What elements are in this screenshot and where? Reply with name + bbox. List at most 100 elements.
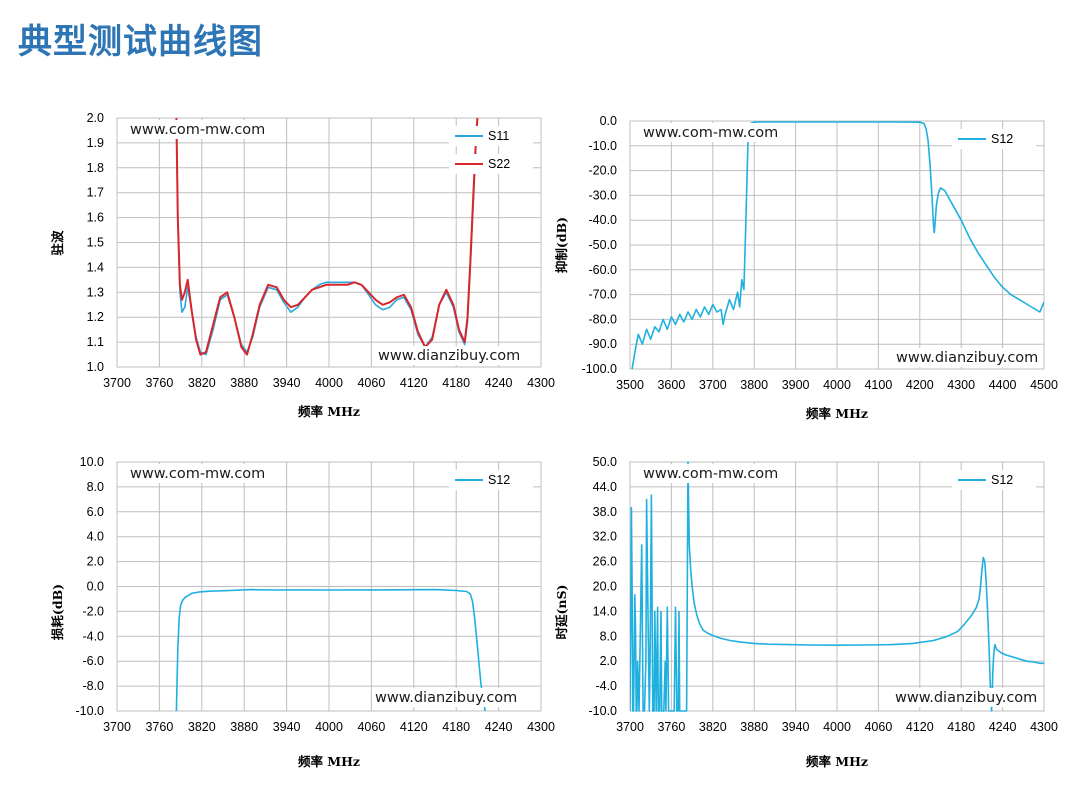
x-tick-label: 3940	[273, 376, 301, 390]
x-tick-label: 4300	[527, 720, 555, 734]
x-tick-label: 4240	[485, 376, 513, 390]
x-tick-label: 4060	[357, 376, 385, 390]
y-tick-label: 1.4	[87, 260, 104, 274]
watermark-text: www.dianzibuy.com	[896, 350, 1038, 366]
y-tick-label: -4.0	[595, 679, 617, 693]
x-tick-label: 3800	[740, 378, 768, 392]
chart-rejection: 3500 3600 3700 3800 3900 4000 4100 4200 4300 4400…	[554, 114, 1058, 421]
y-tick-label: -20.0	[589, 164, 618, 178]
legend-label: S12	[488, 473, 510, 487]
x-tick-label: 4120	[906, 720, 934, 734]
plot-frame	[116, 117, 542, 368]
y-tick-label: -10.0	[76, 704, 105, 718]
series-line-s22	[175, 117, 479, 356]
y-tick-label: 8.0	[600, 629, 617, 643]
x-tick-label: 3940	[782, 720, 810, 734]
x-tick-label: 4400	[989, 378, 1017, 392]
x-axis-label: 频率 MHz	[298, 404, 360, 419]
watermark-text: www.com-mw.com	[130, 122, 265, 138]
watermark-text: www.dianzibuy.com	[375, 690, 517, 706]
x-tick-label: 4000	[315, 720, 343, 734]
x-tick-label: 4300	[947, 378, 975, 392]
x-tick-label: 3820	[188, 376, 216, 390]
watermark-bg	[640, 464, 790, 483]
y-tick-label: -8.0	[82, 679, 104, 693]
watermark-bg	[127, 120, 277, 139]
x-tick-label: 3820	[188, 720, 216, 734]
x-tick-label: 3760	[657, 720, 685, 734]
y-tick-label: -4.0	[82, 629, 104, 643]
y-tick-label: 4.0	[87, 530, 104, 544]
chart-group-delay: 3700 3760 3820 3880 3940 4000 4060 4120 4180 4240…	[554, 455, 1058, 769]
x-tick-label: 4180	[442, 376, 470, 390]
series-line-s12	[175, 588, 486, 712]
x-tick-label: 4060	[864, 720, 892, 734]
x-tick-label: 3500	[616, 378, 644, 392]
x-tick-label: 4120	[400, 720, 428, 734]
y-tick-label: 1.6	[87, 211, 104, 225]
x-tick-label: 4100	[864, 378, 892, 392]
y-tick-label: 1.7	[87, 186, 104, 200]
x-tick-label: 3700	[616, 720, 644, 734]
x-tick-label: 4000	[823, 720, 851, 734]
legend-label: S12	[991, 473, 1013, 487]
x-tick-label: 3760	[145, 720, 173, 734]
x-axis-label: 频率 MHz	[806, 754, 868, 769]
x-tick-label: 4000	[823, 378, 851, 392]
series-line-s11	[175, 117, 479, 356]
watermark-text: www.dianzibuy.com	[895, 690, 1037, 706]
y-tick-label: -10.0	[589, 704, 618, 718]
y-axis-label: 损耗(dB)	[50, 584, 65, 640]
legend-bg	[449, 154, 533, 174]
y-tick-label: -90.0	[589, 337, 618, 351]
x-tick-label: 4180	[442, 720, 470, 734]
y-tick-label: -60.0	[589, 263, 618, 277]
x-tick-label: 3600	[657, 378, 685, 392]
plot-frame	[116, 461, 542, 712]
y-tick-label: 1.0	[87, 360, 104, 374]
legend-label: S22	[488, 157, 510, 171]
y-tick-label: 20.0	[593, 580, 617, 594]
y-tick-label: -70.0	[589, 288, 618, 302]
x-tick-label: 4300	[527, 376, 555, 390]
watermark-text: www.com-mw.com	[643, 125, 778, 141]
y-tick-label: 1.8	[87, 161, 104, 175]
y-tick-label: 1.2	[87, 310, 104, 324]
x-tick-label: 3900	[782, 378, 810, 392]
x-tick-label: 4500	[1030, 378, 1058, 392]
watermark-bg	[127, 464, 277, 483]
x-tick-label: 4240	[485, 720, 513, 734]
legend-label: S11	[488, 129, 509, 143]
plot-frame	[629, 461, 1045, 712]
legend-bg	[952, 129, 1036, 149]
x-tick-label: 3880	[230, 376, 258, 390]
x-tick-label: 4060	[357, 720, 385, 734]
watermark-bg	[640, 123, 790, 142]
x-tick-label: 4300	[1030, 720, 1058, 734]
y-tick-label: -30.0	[589, 188, 618, 202]
chart-insertion-loss: 3700 3760 3820 3880 3940 4000 4060 4120 4180 4240…	[50, 455, 555, 769]
x-tick-label: 3880	[230, 720, 258, 734]
x-axis-label: 频率 MHz	[298, 754, 360, 769]
y-tick-label: -100.0	[582, 362, 617, 376]
y-tick-label: 50.0	[593, 455, 617, 469]
y-tick-label: -50.0	[589, 238, 618, 252]
series-line-s12	[631, 121, 1044, 370]
y-tick-label: -2.0	[82, 604, 104, 618]
x-tick-label: 4180	[947, 720, 975, 734]
y-axis-label: 抑制(dB)	[554, 217, 569, 273]
watermark-bg	[375, 346, 525, 365]
legend-bg	[449, 126, 533, 146]
y-tick-label: 2.0	[600, 654, 617, 668]
x-tick-label: 4120	[400, 376, 428, 390]
x-tick-label: 3700	[699, 378, 727, 392]
y-tick-label: 26.0	[593, 555, 617, 569]
y-tick-label: 8.0	[87, 480, 104, 494]
watermark-bg	[893, 348, 1043, 367]
chart-vswr: 3700 3760 3820 3880 3940 4000 4060 4120 4180 4240…	[50, 111, 555, 419]
y-tick-label: 38.0	[593, 505, 617, 519]
y-tick-label: -80.0	[589, 312, 618, 326]
y-tick-label: 44.0	[593, 480, 617, 494]
y-tick-label: 0.0	[600, 114, 617, 128]
